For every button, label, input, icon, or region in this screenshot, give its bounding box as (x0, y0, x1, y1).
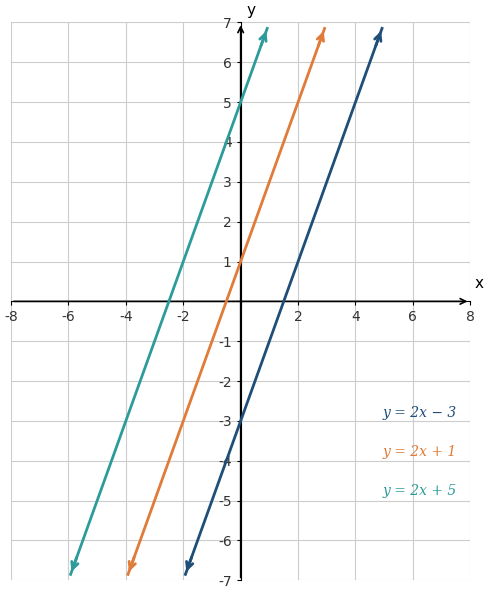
Text: y = 2x − 3: y = 2x − 3 (382, 406, 456, 420)
Text: y = 2x + 1: y = 2x + 1 (382, 445, 456, 459)
Text: y = 2x + 5: y = 2x + 5 (382, 484, 456, 498)
Text: y: y (246, 4, 255, 18)
Text: x: x (475, 276, 484, 291)
